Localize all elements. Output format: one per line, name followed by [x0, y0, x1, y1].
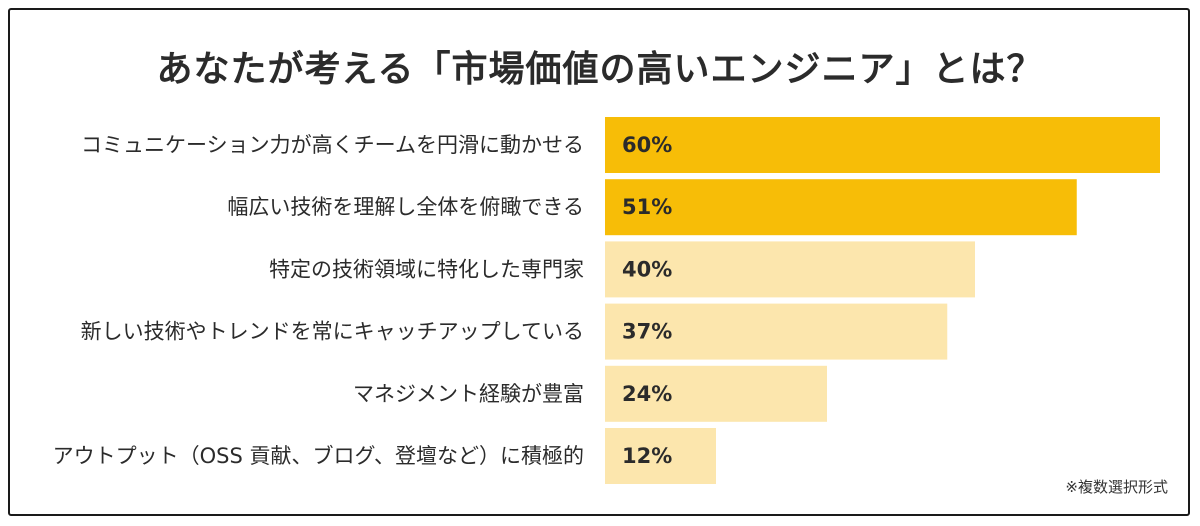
value-label-1: 60%: [622, 133, 672, 157]
category-label-4: 新しい技術やトレンドを常にキャッチアップしている: [81, 320, 584, 344]
bar-5: [605, 365, 827, 422]
value-label-5: 24%: [622, 382, 672, 406]
category-label-6: アウトプット（OSS 貢献、ブログ、登壇など）に積極的: [53, 444, 584, 468]
category-label-3: 特定の技術領域に特化した専門家: [269, 257, 584, 281]
bar-1: [605, 117, 1160, 173]
value-label-2: 51%: [622, 195, 672, 219]
bar-4: [605, 303, 948, 360]
value-label-3: 40%: [622, 257, 672, 281]
bar-6: [605, 428, 716, 484]
category-label-1: コミュニケーション力が高くチームを円滑に動かせる: [81, 133, 584, 157]
chart-title: あなたが考える「市場価値の高いエンジニア」とは？: [156, 49, 1044, 90]
bar-2: [605, 179, 1077, 236]
chart-frame: [8, 8, 1190, 516]
category-label-2: 幅広い技術を理解し全体を俯瞰できる: [227, 195, 584, 219]
bar-3: [605, 241, 975, 298]
category-label-5: マネジメント経験が豊富: [353, 382, 584, 406]
value-label-6: 12%: [622, 444, 672, 468]
value-label-4: 37%: [622, 320, 672, 344]
footnote: ※複数選択形式: [1065, 478, 1168, 496]
